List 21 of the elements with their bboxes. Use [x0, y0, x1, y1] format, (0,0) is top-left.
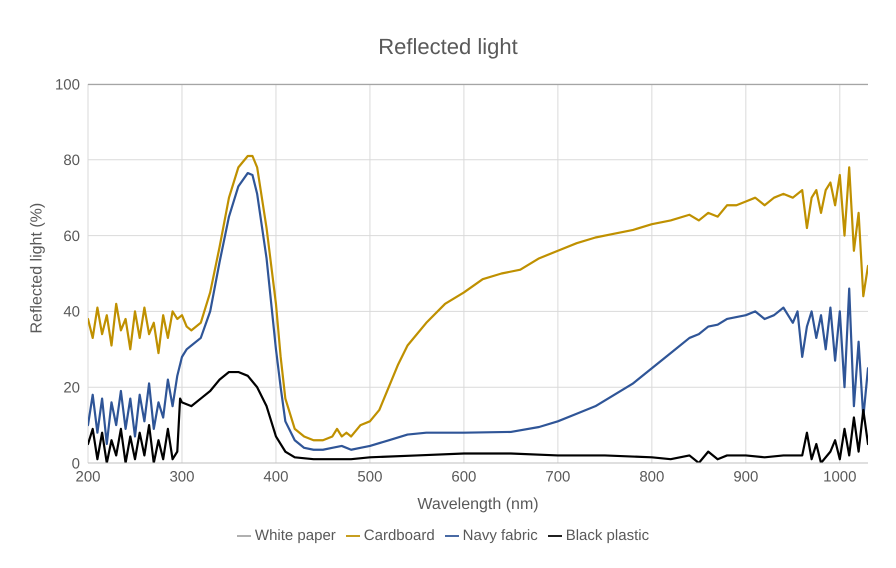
x-tick-label: 600: [451, 468, 476, 486]
y-tick-label: 60: [63, 228, 80, 245]
y-tick-label: 40: [63, 304, 80, 321]
chart-title: Reflected light: [377, 33, 519, 61]
x-tick-label: 800: [639, 468, 664, 486]
legend-label: Navy fabric: [462, 527, 538, 544]
y-tick-label: 80: [63, 152, 80, 170]
x-tick-label: 700: [545, 468, 570, 486]
legend-label: Cardboard: [364, 527, 435, 544]
x-tick-label: 500: [357, 468, 382, 486]
y-axis-title: Reflected light (%): [28, 202, 46, 334]
line-series: [88, 370, 868, 463]
x-tick-label: 400: [263, 468, 288, 486]
x-tick-label: 1000: [823, 468, 856, 486]
x-tick-label: 300: [169, 468, 194, 486]
legend-label: Black plastic: [566, 527, 650, 544]
y-tick-label: 100: [54, 76, 80, 94]
y-tick-label: 20: [63, 380, 80, 397]
x-tick-label: 900: [733, 468, 758, 486]
legend-label: White paper: [254, 527, 336, 544]
x-axis-title: Wavelength (nm): [417, 496, 539, 513]
